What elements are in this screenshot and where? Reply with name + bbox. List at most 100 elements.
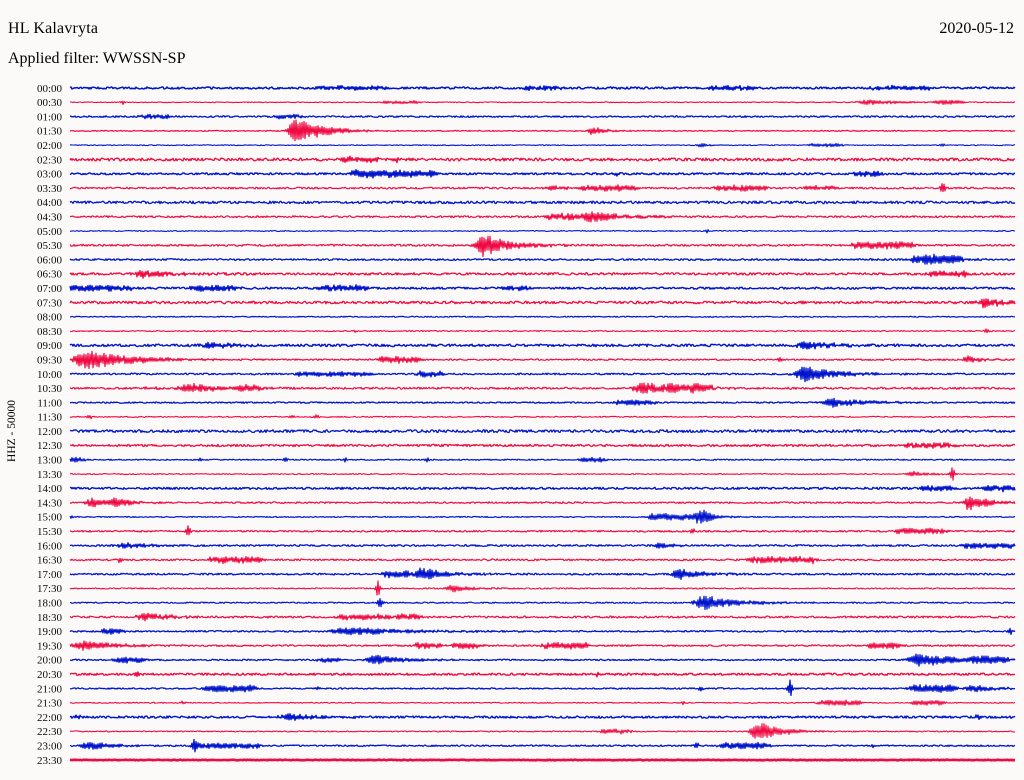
trace-time-label: 05:30 [37, 240, 63, 252]
trace-1900 [69, 627, 1016, 636]
trace-time-label: 00:00 [37, 83, 63, 95]
trace-time-label: 16:30 [37, 555, 63, 567]
trace-1600 [69, 542, 1016, 550]
trace-1000 [69, 366, 1016, 383]
trace-time-label: 02:00 [37, 140, 63, 152]
trace-1730 [69, 580, 1016, 596]
trace-time-label: 01:30 [37, 126, 63, 138]
trace-0500 [69, 229, 1016, 234]
trace-time-label: 12:00 [37, 426, 63, 438]
trace-1800 [70, 595, 1016, 611]
trace-time-label: 02:30 [37, 154, 63, 166]
trace-1130 [69, 414, 1016, 420]
trace-time-label: 23:00 [37, 741, 63, 753]
trace-time-label: 19:30 [37, 640, 63, 652]
trace-time-label: 03:00 [37, 169, 63, 181]
trace-2030 [69, 671, 1016, 678]
trace-2130 [69, 699, 1016, 707]
trace-time-label: 13:00 [37, 455, 63, 467]
trace-time-label: 04:00 [37, 197, 63, 209]
trace-0730 [69, 298, 1016, 309]
trace-time-label: 14:00 [37, 483, 63, 495]
trace-time-label: 09:00 [37, 340, 63, 352]
trace-2100 [69, 679, 1015, 697]
trace-2200 [69, 713, 1016, 721]
trace-0030 [69, 99, 1016, 106]
trace-0000 [69, 84, 1016, 92]
trace-time-label: 06:30 [37, 269, 63, 281]
trace-time-label: 11:30 [37, 412, 62, 424]
trace-1200 [69, 429, 1016, 434]
trace-time-label: 08:30 [37, 326, 63, 338]
trace-time-label: 06:00 [37, 254, 63, 266]
trace-time-label: 16:00 [37, 540, 63, 552]
trace-0330 [70, 183, 1016, 193]
trace-0300 [69, 169, 1016, 179]
trace-time-label: 17:00 [37, 569, 63, 581]
trace-1830 [69, 612, 1016, 622]
trace-0600 [69, 253, 1016, 265]
trace-0100 [69, 113, 1016, 120]
trace-time-label: 04:30 [37, 212, 63, 224]
trace-time-label: 01:00 [37, 111, 63, 123]
trace-2300 [69, 738, 1016, 753]
trace-time-label: 18:30 [37, 612, 63, 624]
trace-time-label: 23:30 [37, 755, 63, 767]
trace-time-label: 09:30 [37, 355, 63, 367]
trace-time-label: 13:30 [37, 469, 63, 481]
trace-1230 [70, 442, 1016, 449]
date-label: 2020-05-12 [939, 20, 1014, 37]
trace-0900 [69, 341, 1016, 350]
applied-filter-label: Applied filter: WWSSN-SP [8, 50, 186, 67]
trace-0830 [69, 328, 1015, 334]
trace-time-label: 15:30 [37, 526, 63, 538]
trace-time-label: 07:00 [37, 283, 63, 295]
trace-1500 [69, 509, 1016, 524]
trace-time-label: 20:30 [37, 669, 63, 681]
trace-0130 [70, 119, 1016, 142]
trace-time-label: 12:30 [37, 440, 63, 452]
trace-1400 [69, 485, 1016, 493]
trace-1330 [69, 467, 1016, 481]
trace-0230 [69, 155, 1016, 164]
trace-0400 [69, 200, 1016, 205]
trace-2000 [69, 653, 1016, 667]
trace-time-label: 19:00 [37, 626, 63, 638]
trace-0700 [69, 284, 1016, 292]
trace-0930 [69, 350, 1016, 370]
trace-0430 [69, 211, 1016, 223]
trace-1430 [69, 496, 1016, 511]
trace-time-label: 15:00 [37, 512, 63, 524]
trace-1630 [69, 555, 1016, 565]
trace-time-label: 11:00 [37, 397, 62, 409]
trace-time-label: 22:30 [37, 726, 63, 738]
trace-time-label: 18:00 [37, 598, 63, 610]
trace-time-label: 17:30 [37, 583, 63, 595]
trace-1700 [69, 567, 1016, 580]
trace-2230 [69, 723, 1015, 739]
trace-1930 [69, 640, 1016, 651]
trace-time-label: 03:30 [37, 183, 63, 195]
trace-time-label: 22:00 [37, 712, 63, 724]
trace-0630 [69, 269, 1016, 279]
trace-time-label: 21:30 [37, 698, 63, 710]
trace-time-label: 07:30 [37, 297, 63, 309]
trace-time-label: 05:00 [37, 226, 63, 238]
trace-time-label: 21:00 [37, 683, 63, 695]
station-title: HL Kalavryta [8, 20, 99, 37]
trace-1100 [69, 397, 1016, 408]
trace-time-label: 10:30 [37, 383, 63, 395]
trace-time-label: 14:30 [37, 497, 63, 509]
trace-time-label: 10:00 [37, 369, 63, 381]
trace-time-label: 20:00 [37, 655, 63, 667]
trace-0200 [69, 142, 1015, 148]
trace-time-label: 00:30 [37, 97, 63, 109]
trace-time-label: 08:00 [37, 312, 63, 324]
trace-1300 [69, 456, 1016, 463]
trace-1030 [69, 382, 1016, 394]
trace-0530 [69, 235, 1016, 258]
trace-0800 [69, 315, 1016, 318]
trace-2330 [69, 758, 1016, 762]
